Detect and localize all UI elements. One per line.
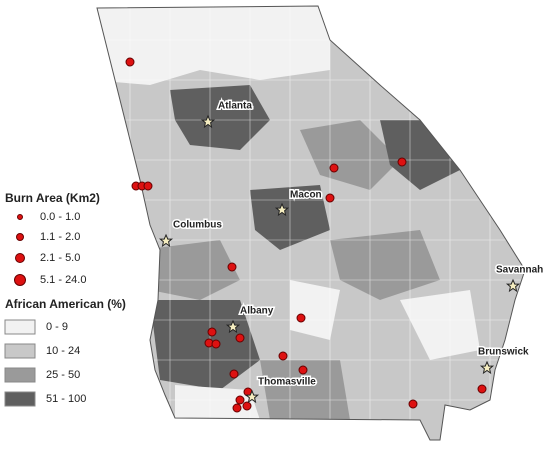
legend-title: Burn Area (Km2) [5, 191, 100, 205]
legend-label: 0.0 - 1.0 [40, 211, 80, 223]
legend-label: 51 - 100 [46, 393, 86, 405]
legend-title: African American (%) [5, 297, 126, 311]
city-label: Thomasville [258, 377, 316, 388]
city-label: Atlanta [218, 101, 252, 112]
city-labels: Atlanta Macon Columbus Albany Savannah B… [172, 99, 545, 389]
city-stars [158, 114, 521, 404]
legend-label: 5.1 - 24.0 [40, 274, 86, 286]
burn-dots [125, 57, 487, 413]
state-outline [96, 5, 526, 441]
city-label: Savannah [496, 265, 543, 276]
legend-label: 1.1 - 2.0 [40, 231, 80, 243]
city-label: Albany [240, 306, 274, 317]
legend-label: 25 - 50 [46, 369, 80, 381]
legend-label: 0 - 9 [46, 321, 68, 333]
legend-label: 2.1 - 5.0 [40, 252, 80, 264]
city-label: Columbus [173, 220, 222, 231]
legend-label: 10 - 24 [46, 345, 80, 357]
legend-race: African American (%) 0 - 9 10 - 24 25 - … [4, 297, 126, 407]
legend-burn: Burn Area (Km2) 0.0 - 1.0 1.1 - 2.0 2.1 … [5, 191, 100, 286]
city-label: Macon [290, 190, 322, 201]
city-label: Brunswick [478, 347, 529, 358]
